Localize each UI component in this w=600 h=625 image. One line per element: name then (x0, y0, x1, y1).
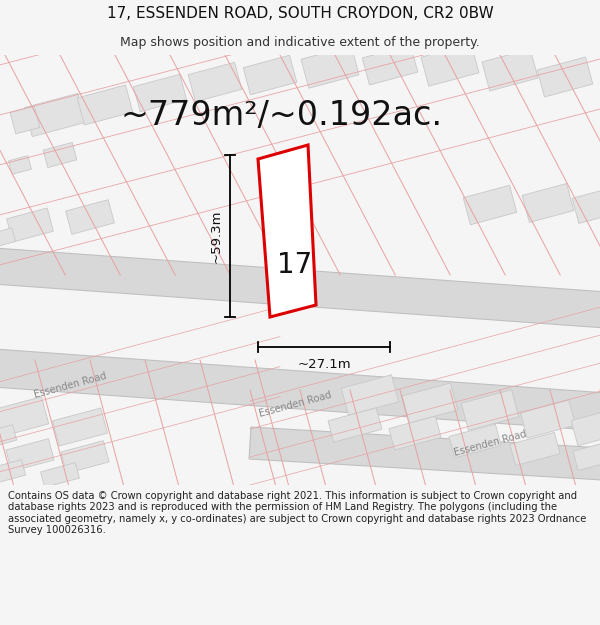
Polygon shape (8, 156, 31, 174)
Polygon shape (41, 462, 79, 488)
Polygon shape (571, 412, 600, 446)
Polygon shape (482, 49, 538, 91)
Text: ~27.1m: ~27.1m (297, 359, 351, 371)
Polygon shape (449, 424, 501, 458)
Polygon shape (258, 145, 316, 317)
Text: Essenden Road: Essenden Road (32, 371, 107, 399)
Polygon shape (0, 459, 26, 482)
Polygon shape (65, 200, 115, 234)
Polygon shape (341, 375, 399, 415)
Polygon shape (43, 142, 77, 168)
Polygon shape (0, 397, 49, 437)
Polygon shape (573, 444, 600, 471)
Polygon shape (328, 408, 382, 442)
Polygon shape (188, 62, 242, 102)
Text: ~779m²/~0.192ac.: ~779m²/~0.192ac. (120, 99, 442, 131)
Polygon shape (0, 228, 16, 246)
Polygon shape (243, 55, 297, 95)
Text: 17, ESSENDEN ROAD, SOUTH CROYDON, CR2 0BW: 17, ESSENDEN ROAD, SOUTH CROYDON, CR2 0B… (107, 6, 493, 21)
Polygon shape (301, 46, 359, 88)
Polygon shape (0, 348, 600, 432)
Polygon shape (77, 85, 133, 125)
Polygon shape (572, 191, 600, 224)
Polygon shape (52, 408, 107, 446)
Text: 17: 17 (277, 251, 313, 279)
Polygon shape (537, 57, 593, 97)
Polygon shape (10, 106, 40, 134)
Polygon shape (25, 93, 85, 137)
Polygon shape (389, 416, 441, 450)
Polygon shape (463, 185, 517, 225)
Polygon shape (421, 44, 479, 86)
Polygon shape (249, 427, 600, 481)
Polygon shape (61, 441, 109, 473)
Text: Contains OS data © Crown copyright and database right 2021. This information is : Contains OS data © Crown copyright and d… (8, 491, 586, 536)
Text: Essenden Road: Essenden Road (257, 389, 332, 419)
Text: Map shows position and indicative extent of the property.: Map shows position and indicative extent… (120, 36, 480, 49)
Polygon shape (7, 208, 53, 242)
Polygon shape (522, 184, 574, 222)
Polygon shape (520, 400, 575, 438)
Polygon shape (510, 432, 560, 466)
Polygon shape (0, 424, 17, 446)
Polygon shape (0, 247, 600, 329)
Polygon shape (133, 74, 187, 112)
Text: Essenden Road: Essenden Road (452, 429, 527, 458)
Polygon shape (362, 45, 418, 85)
Polygon shape (6, 439, 54, 471)
Polygon shape (461, 390, 519, 430)
Text: ~59.3m: ~59.3m (209, 209, 223, 262)
Polygon shape (402, 383, 458, 423)
